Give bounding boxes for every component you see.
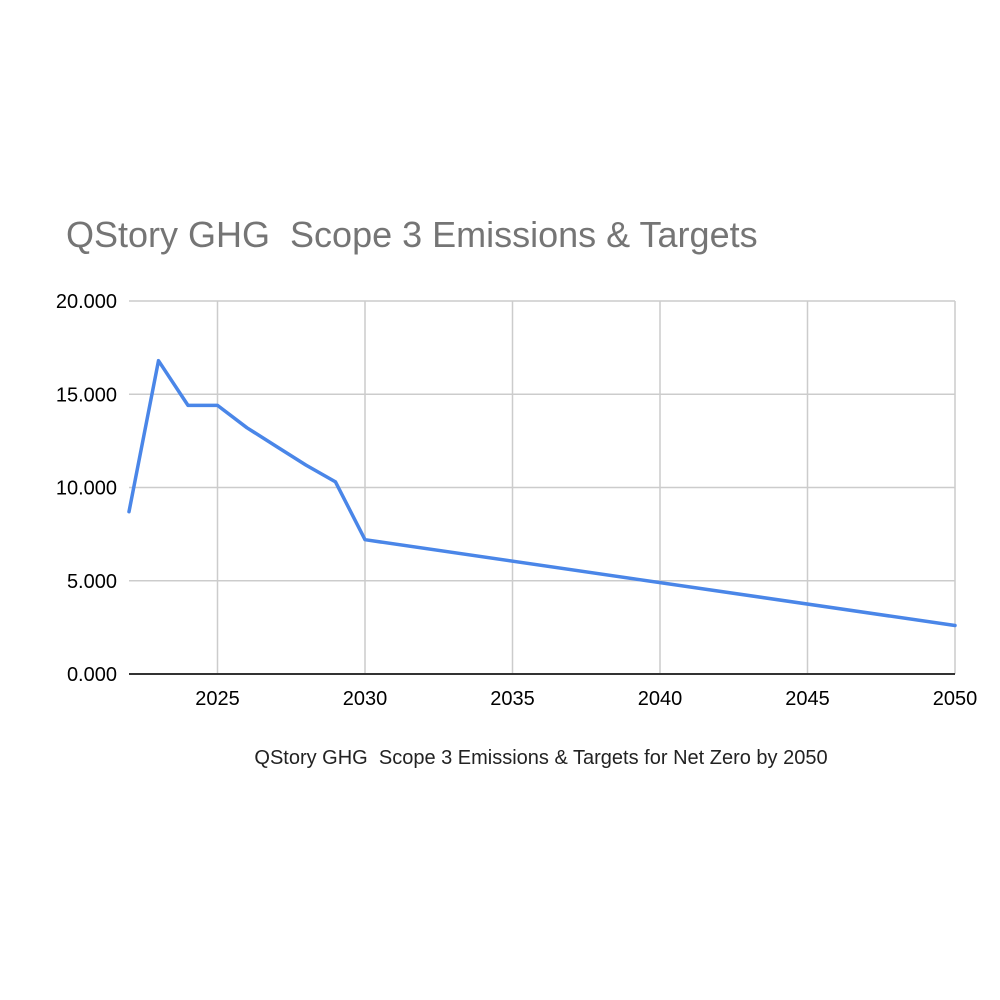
x-tick-label: 2035: [490, 688, 535, 710]
x-tick-label: 2040: [638, 688, 683, 710]
series-line-0: [127, 358, 957, 628]
grid-lines: [129, 300, 956, 674]
y-tick-label: 15.000: [56, 384, 117, 406]
y-tick-labels: 0.000 5.000 10.000 15.000 20.000: [56, 291, 117, 686]
x-axis-title: QStory GHG Scope 3 Emissions & Targets f…: [254, 747, 827, 769]
y-tick-label: 5.000: [67, 571, 117, 593]
y-tick-label: 10.000: [56, 478, 117, 500]
chart-title: QStory GHG Scope 3 Emissions & Targets: [66, 214, 758, 255]
x-tick-label: 2050: [933, 688, 978, 710]
x-tick-label: 2045: [785, 688, 830, 710]
x-tick-label: 2030: [343, 688, 388, 710]
x-tick-labels: 2025 2030 2035 2040 2045 2050: [195, 688, 977, 710]
x-tick-label: 2025: [195, 688, 240, 710]
series-lines: [127, 358, 957, 628]
y-tick-label: 0.000: [67, 664, 117, 686]
y-tick-label: 20.000: [56, 291, 117, 313]
